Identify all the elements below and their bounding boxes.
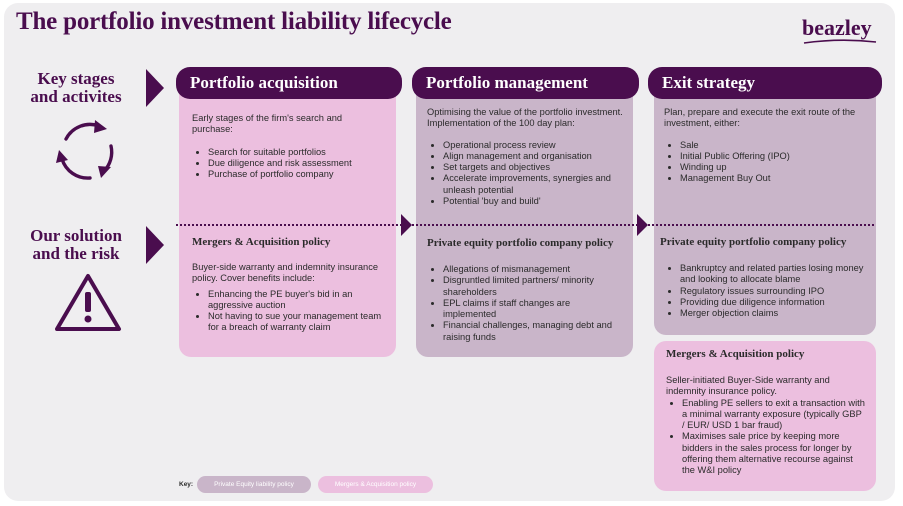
list-item: Set targets and objectives xyxy=(443,162,623,173)
list-item: Merger objection claims xyxy=(680,308,869,319)
exit-policy-title: Private equity portfolio company policy xyxy=(660,236,847,248)
list-item: Financial challenges, managing debt and … xyxy=(443,320,623,343)
list-item: EPL claims if staff changes are implemen… xyxy=(443,298,623,321)
cycle-arrows-icon xyxy=(56,120,114,180)
side-label-stages: Key stages and activites xyxy=(30,69,122,106)
chevron-right-icon xyxy=(146,69,164,107)
stage-divider xyxy=(176,224,874,226)
list-item: Initial Public Offering (IPO) xyxy=(680,151,868,162)
exit-panel xyxy=(654,77,876,335)
warning-triangle-icon xyxy=(55,274,121,331)
list-item: Allegations of mismanagement xyxy=(443,264,623,275)
list-item: Bankruptcy and related parties losing mo… xyxy=(680,263,869,286)
list-item: Enhancing the PE buyer's bid in an aggre… xyxy=(208,289,382,312)
chevron-right-icon xyxy=(401,214,412,236)
exit-ma-panel xyxy=(654,341,876,491)
key-private-equity-pill: Private Equity liability policy xyxy=(197,476,311,493)
list-item: Management Buy Out xyxy=(680,173,868,184)
list-item: Providing due diligence information xyxy=(680,297,869,308)
exit-stage-text: Plan, prepare and execute the exit route… xyxy=(664,107,868,185)
list-item: Purchase of portfolio company xyxy=(208,169,382,180)
management-policy-text: Allegations of mismanagement Disgruntled… xyxy=(427,264,623,343)
acquisition-intro: Early stages of the firm's search and pu… xyxy=(192,113,343,135)
chevron-right-icon xyxy=(146,226,164,264)
acquisition-stage-text: Early stages of the firm's search and pu… xyxy=(192,113,382,180)
key-label: Key: xyxy=(179,481,194,488)
list-item: Operational process review xyxy=(443,140,623,151)
beazley-logo: beazley xyxy=(802,15,872,40)
list-item: Disgruntled limited partners/ minority s… xyxy=(443,275,623,298)
key-ma-pill: Mergers & Acquisition policy xyxy=(318,476,433,493)
exit-policy-text: Bankruptcy and related parties losing mo… xyxy=(664,263,869,319)
exit-ma-intro: Seller-initiated Buyer-Side warranty and… xyxy=(666,375,830,397)
side-label-solution: Our solution and the risk xyxy=(30,226,122,263)
list-item: Due diligence and risk assessment xyxy=(208,158,382,169)
chevron-right-icon xyxy=(637,214,648,236)
list-item: Sale xyxy=(680,140,868,151)
management-policy-title: Private equity portfolio company policy xyxy=(427,237,614,249)
exit-ma-text: Seller-initiated Buyer-Side warranty and… xyxy=(666,375,866,477)
list-item: Maximises sale price by keeping more bid… xyxy=(682,431,866,476)
list-item: Enabling PE sellers to exit a transactio… xyxy=(682,398,866,432)
list-item: Winding up xyxy=(680,162,868,173)
acquisition-panel xyxy=(179,77,396,357)
header-exit-strategy: Exit strategy xyxy=(648,67,882,99)
list-item: Not having to sue your management team f… xyxy=(208,311,382,334)
list-item: Accelerate improvements, synergies and u… xyxy=(443,173,623,196)
logo-swoosh-icon xyxy=(803,39,877,44)
management-intro: Optimising the value of the portfolio in… xyxy=(427,107,623,129)
acquisition-policy-intro: Buyer-side warranty and indemnity insura… xyxy=(192,262,379,284)
list-item: Potential 'buy and build' xyxy=(443,196,623,207)
list-item: Search for suitable portfolios xyxy=(208,147,382,158)
exit-intro: Plan, prepare and execute the exit route… xyxy=(664,107,856,129)
list-item: Align management and organisation xyxy=(443,151,623,162)
management-panel xyxy=(416,77,633,357)
header-portfolio-management: Portfolio management xyxy=(412,67,639,99)
acquisition-policy-title: Mergers & Acquisition policy xyxy=(192,236,331,248)
exit-ma-title: Mergers & Acquisition policy xyxy=(666,348,805,360)
management-stage-text: Optimising the value of the portfolio in… xyxy=(427,107,623,207)
header-portfolio-acquisition: Portfolio acquisition xyxy=(176,67,402,99)
list-item: Regulatory issues surrounding IPO xyxy=(680,286,869,297)
page-title: The portfolio investment liability lifec… xyxy=(16,8,452,35)
acquisition-policy-text: Buyer-side warranty and indemnity insura… xyxy=(192,262,382,334)
